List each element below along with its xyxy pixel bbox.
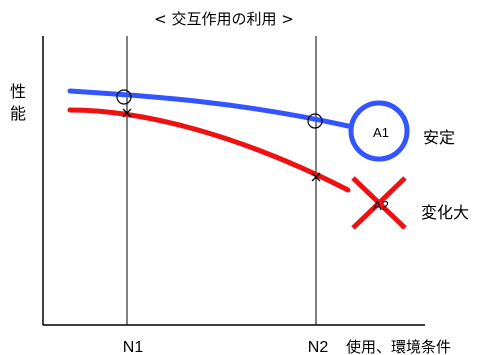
- a1-stable-marker: [348, 100, 410, 162]
- a2-change-marker: [351, 176, 407, 230]
- y-axis-label-char-1: 性: [10, 82, 26, 101]
- change-point-n2: [311, 172, 321, 182]
- diagram-title: < 交互作用の利用 >: [154, 10, 294, 28]
- stable-point-n2: [307, 113, 323, 129]
- large-change-curve: [67, 107, 351, 193]
- a2-label: A2: [373, 198, 389, 213]
- a1-label: A1: [373, 125, 389, 140]
- stable-curve: [67, 88, 351, 129]
- stable-point-n1: [116, 89, 132, 105]
- y-axis-label-char-2: 能: [10, 104, 26, 123]
- x-axis-label: 使用、環境条件: [346, 338, 451, 355]
- large-change-label: 変化大: [421, 203, 469, 222]
- change-point-n1: [122, 108, 132, 118]
- x-tick-n1: N1: [123, 339, 144, 355]
- stable-label: 安定: [423, 128, 455, 147]
- x-tick-n2: N2: [308, 339, 329, 355]
